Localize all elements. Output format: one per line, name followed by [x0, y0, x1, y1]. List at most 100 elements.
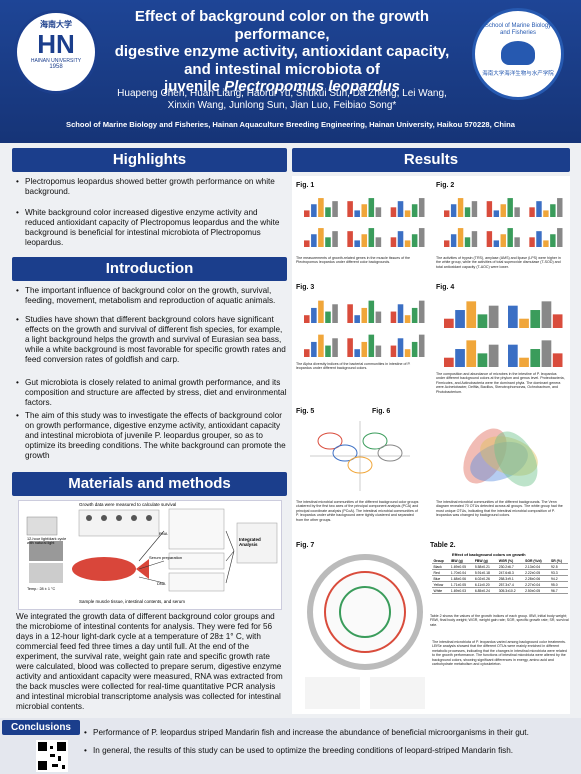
table-cell: 2.27±0.04: [523, 581, 550, 588]
section-heading: Introduction: [12, 257, 287, 281]
figure-graphic: [305, 554, 425, 709]
logo-ring: HAINAN UNIVERSITY: [30, 58, 82, 64]
table-cell: Blue: [432, 575, 450, 582]
table-header-cell: SR (%): [549, 558, 568, 564]
figure-graphic: [304, 300, 425, 357]
figure-caption: Table 2 shows the values of the growth i…: [430, 614, 569, 627]
table-text: The intestinal microbiota of P. leopardu…: [432, 640, 567, 667]
logo-text: 海南大学: [40, 20, 72, 29]
table-row: Yellow 1.71±0.05 6.11±0.20 257.3±7.4 2.27±0.…: [432, 581, 568, 588]
figure-graphic: [310, 421, 410, 491]
title-text: juvenile: [164, 78, 220, 95]
section-heading: Results: [292, 148, 570, 172]
table-row: White 1.69±0.03 6.85±0.24 305.3±10.2 2.50±0.…: [432, 587, 568, 594]
table-cell: Black: [432, 563, 450, 570]
figure-label: Table 2.: [430, 542, 456, 549]
left-logo: 海南大学 HN HAINAN UNIVERSITY 1958: [14, 10, 98, 94]
highlight: Plectropomus leopardus showed better gro…: [16, 177, 283, 197]
figure-graphic: [444, 301, 563, 367]
table-row: Red 1.70±0.04 5.91±0.18 247.6±8.3 2.22±0.05 9…: [432, 569, 568, 576]
logo-year: 1958: [49, 64, 63, 70]
table-cell: 2.13±0.04: [523, 563, 550, 570]
intro-item: The important influence of background co…: [16, 286, 287, 306]
title: Effect of background color on the growth…: [92, 8, 472, 96]
figure-label: Serum preparation: [149, 555, 183, 560]
figure-label: Fig. 7: [296, 542, 315, 549]
table-cell: 6.02±0.26: [473, 575, 498, 582]
table-cell: 1.71±0.05: [449, 581, 474, 588]
data-table: Group IBW (g) FBW (g) WGR (%) SGR (%/d) SR (%…: [432, 558, 568, 594]
table-header-cell: Group: [432, 558, 450, 564]
highlight: White background color increased digesti…: [16, 208, 283, 248]
table-header-cell: SGR (%/d): [523, 558, 550, 564]
figure-label: Fig. 3: [296, 284, 315, 291]
figure-label: Sample muscle tissue, intestinal content…: [79, 599, 186, 604]
intro-item: Studies have shown that different backgr…: [16, 315, 287, 365]
table-cell: 305.3±10.2: [497, 587, 524, 594]
table-cell: 257.3±7.4: [497, 581, 524, 588]
figure-caption: The measurements of growth-related genes…: [296, 256, 411, 265]
figure-label: 12-hour light/dark cycle with natural li…: [27, 537, 67, 545]
logo-text: 海南大学海洋生物与水产学院: [482, 71, 554, 77]
affiliation: School of Marine Biology and Fisheries, …: [66, 120, 515, 129]
table-cell: 2.22±0.05: [523, 569, 550, 576]
intro-item: The aim of this study was to investigate…: [16, 411, 287, 461]
title-line: digestive enzyme activity, antioxidant c…: [114, 43, 450, 60]
table-cell: 96.7: [549, 587, 568, 594]
methods-figure: Growth data were measured to calculate s…: [18, 500, 282, 610]
species: Plectropomus leopardus: [224, 78, 400, 95]
figure-label: Fig. 2: [436, 182, 455, 189]
table-cell: 95.0: [549, 581, 568, 588]
intro-item: Gut microbiota is closely related to ani…: [16, 378, 287, 408]
conclusion: Performance of P. leopardus striped Mand…: [84, 728, 581, 738]
table-cell: 94.2: [549, 575, 568, 582]
figure-caption: The intestinal microbial communities of …: [436, 500, 563, 518]
table-row: Black 1.69±0.05 5.58±0.21 230.2±6.7 2.13±0.0…: [432, 563, 568, 570]
figure-graphic: [304, 198, 425, 247]
figure-label: Fig. 5: [296, 408, 315, 415]
table-cell: 6.85±0.24: [473, 587, 498, 594]
figure-graphic: [444, 198, 563, 247]
figure-label: RNA: [159, 531, 168, 536]
figure-caption: The Alpha diversity indices of the bacte…: [296, 362, 411, 371]
figure-label: Integrated Analysis: [239, 537, 261, 547]
table-header-cell: IBW (g): [449, 558, 474, 564]
title-line: juvenile Plectropomus leopardus: [92, 78, 472, 96]
table-cell: 6.11±0.20: [473, 581, 498, 588]
title-line: and intestinal microbiota of: [184, 60, 380, 78]
table-cell: 1.69±0.05: [449, 563, 474, 570]
table-cell: 2.28±0.06: [523, 575, 550, 582]
title-line: Effect of background color on the growth…: [134, 8, 430, 43]
qr-code: [36, 740, 68, 772]
figure-label: Fig. 1: [296, 182, 315, 189]
table-cell: White: [432, 587, 450, 594]
logo-ring: School of Marine Biology and Fisheries: [484, 23, 552, 36]
table-row: Blue 1.68±0.06 6.02±0.26 258.3±9.1 2.28±0.06…: [432, 575, 568, 582]
table-cell: 247.6±8.3: [497, 569, 524, 576]
figure-caption: The intestinal microbial communities of …: [296, 500, 419, 522]
table-cell: 5.91±0.18: [473, 569, 498, 576]
figure-caption: The composition and abundance of microbe…: [436, 372, 565, 394]
methods-diagram: [26, 508, 278, 592]
figure-label: Temp.: 28 ± 1 °C: [27, 587, 56, 591]
methods-text: We integrated the growth data of differe…: [16, 612, 283, 711]
table-cell: Red: [432, 569, 450, 576]
table-cell: 93.3: [549, 569, 568, 576]
figure-label: Fig. 4: [436, 284, 455, 291]
figure-graphic: [463, 428, 538, 487]
table-title: Effect of background colors on growth: [452, 552, 526, 557]
table-cell: 1.69±0.03: [449, 587, 474, 594]
logo-mark: HN: [37, 29, 75, 59]
figure-label: Growth data were measured to calculate s…: [79, 502, 177, 507]
table-header-cell: WGR (%): [497, 558, 524, 564]
table-header-cell: FBW (g): [473, 558, 498, 564]
table-cell: 1.68±0.06: [449, 575, 474, 582]
figure-label: DNA: [157, 581, 166, 586]
section-heading: Highlights: [12, 148, 287, 172]
table-cell: 5.58±0.21: [473, 563, 498, 570]
table-cell: 92.5: [549, 563, 568, 570]
table-cell: 230.2±6.7: [497, 563, 524, 570]
conclusion: In general, the results of this study ca…: [84, 746, 581, 756]
right-logo: School of Marine Biology and Fisheries 海…: [472, 8, 564, 100]
